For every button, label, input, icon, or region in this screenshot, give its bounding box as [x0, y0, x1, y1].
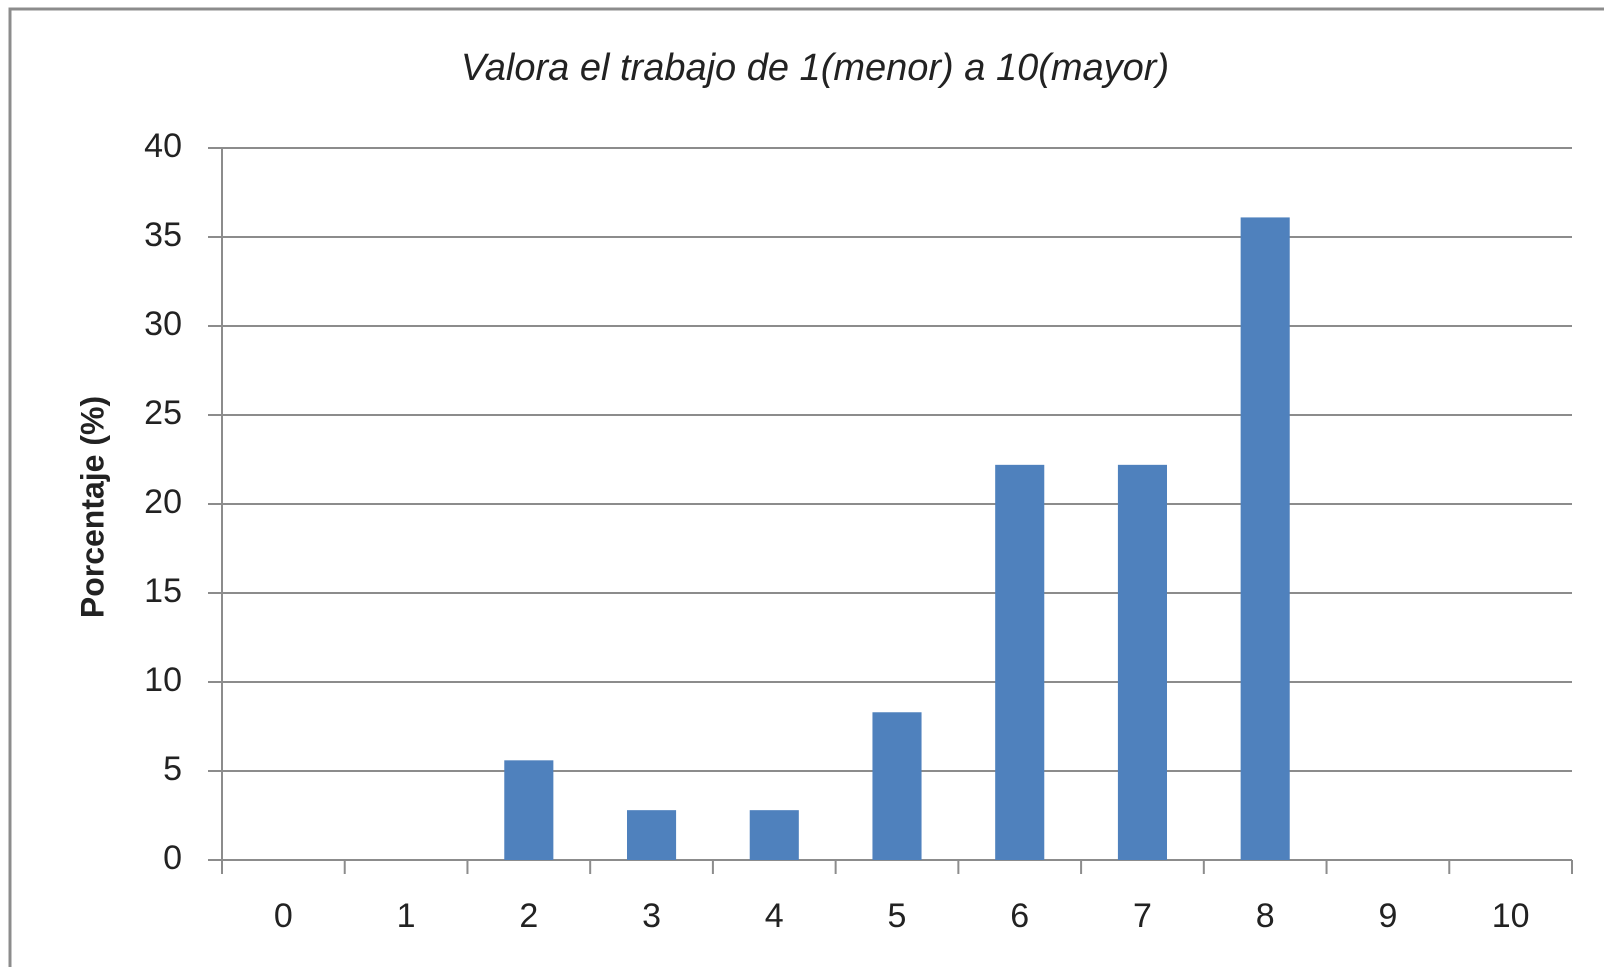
y-tick-label: 20 — [144, 483, 182, 521]
y-tick-label: 35 — [144, 216, 182, 254]
bar — [1240, 217, 1290, 861]
y-tick-label: 10 — [144, 661, 182, 699]
bar — [749, 810, 799, 860]
y-tick-label: 0 — [163, 839, 182, 877]
x-tick-label: 0 — [274, 897, 293, 935]
x-tick-label: 9 — [1378, 897, 1397, 935]
bar — [995, 464, 1045, 860]
y-tick-label: 30 — [144, 305, 182, 343]
x-tick-label: 2 — [519, 897, 538, 935]
chart-title: Valora el trabajo de 1(menor) a 10(mayor… — [461, 47, 1169, 89]
x-tick-label: 8 — [1256, 897, 1275, 935]
y-tick-label: 5 — [163, 750, 182, 788]
bar — [627, 810, 677, 860]
bar — [872, 712, 922, 860]
y-tick-label: 40 — [144, 127, 182, 165]
bar — [1117, 464, 1167, 860]
x-tick-label: 1 — [397, 897, 416, 935]
x-tick-label: 3 — [642, 897, 661, 935]
bar — [504, 760, 554, 860]
x-tick-label: 7 — [1133, 897, 1152, 935]
y-tick-label: 15 — [144, 572, 182, 610]
x-tick-label: 5 — [888, 897, 907, 935]
x-tick-label: 4 — [765, 897, 784, 935]
x-tick-label: 10 — [1492, 897, 1530, 935]
x-tick-label: 6 — [1010, 897, 1029, 935]
y-axis-label: Porcentaje (%) — [74, 396, 110, 618]
chart-frame — [8, 7, 1604, 972]
y-tick-label: 25 — [144, 394, 182, 432]
